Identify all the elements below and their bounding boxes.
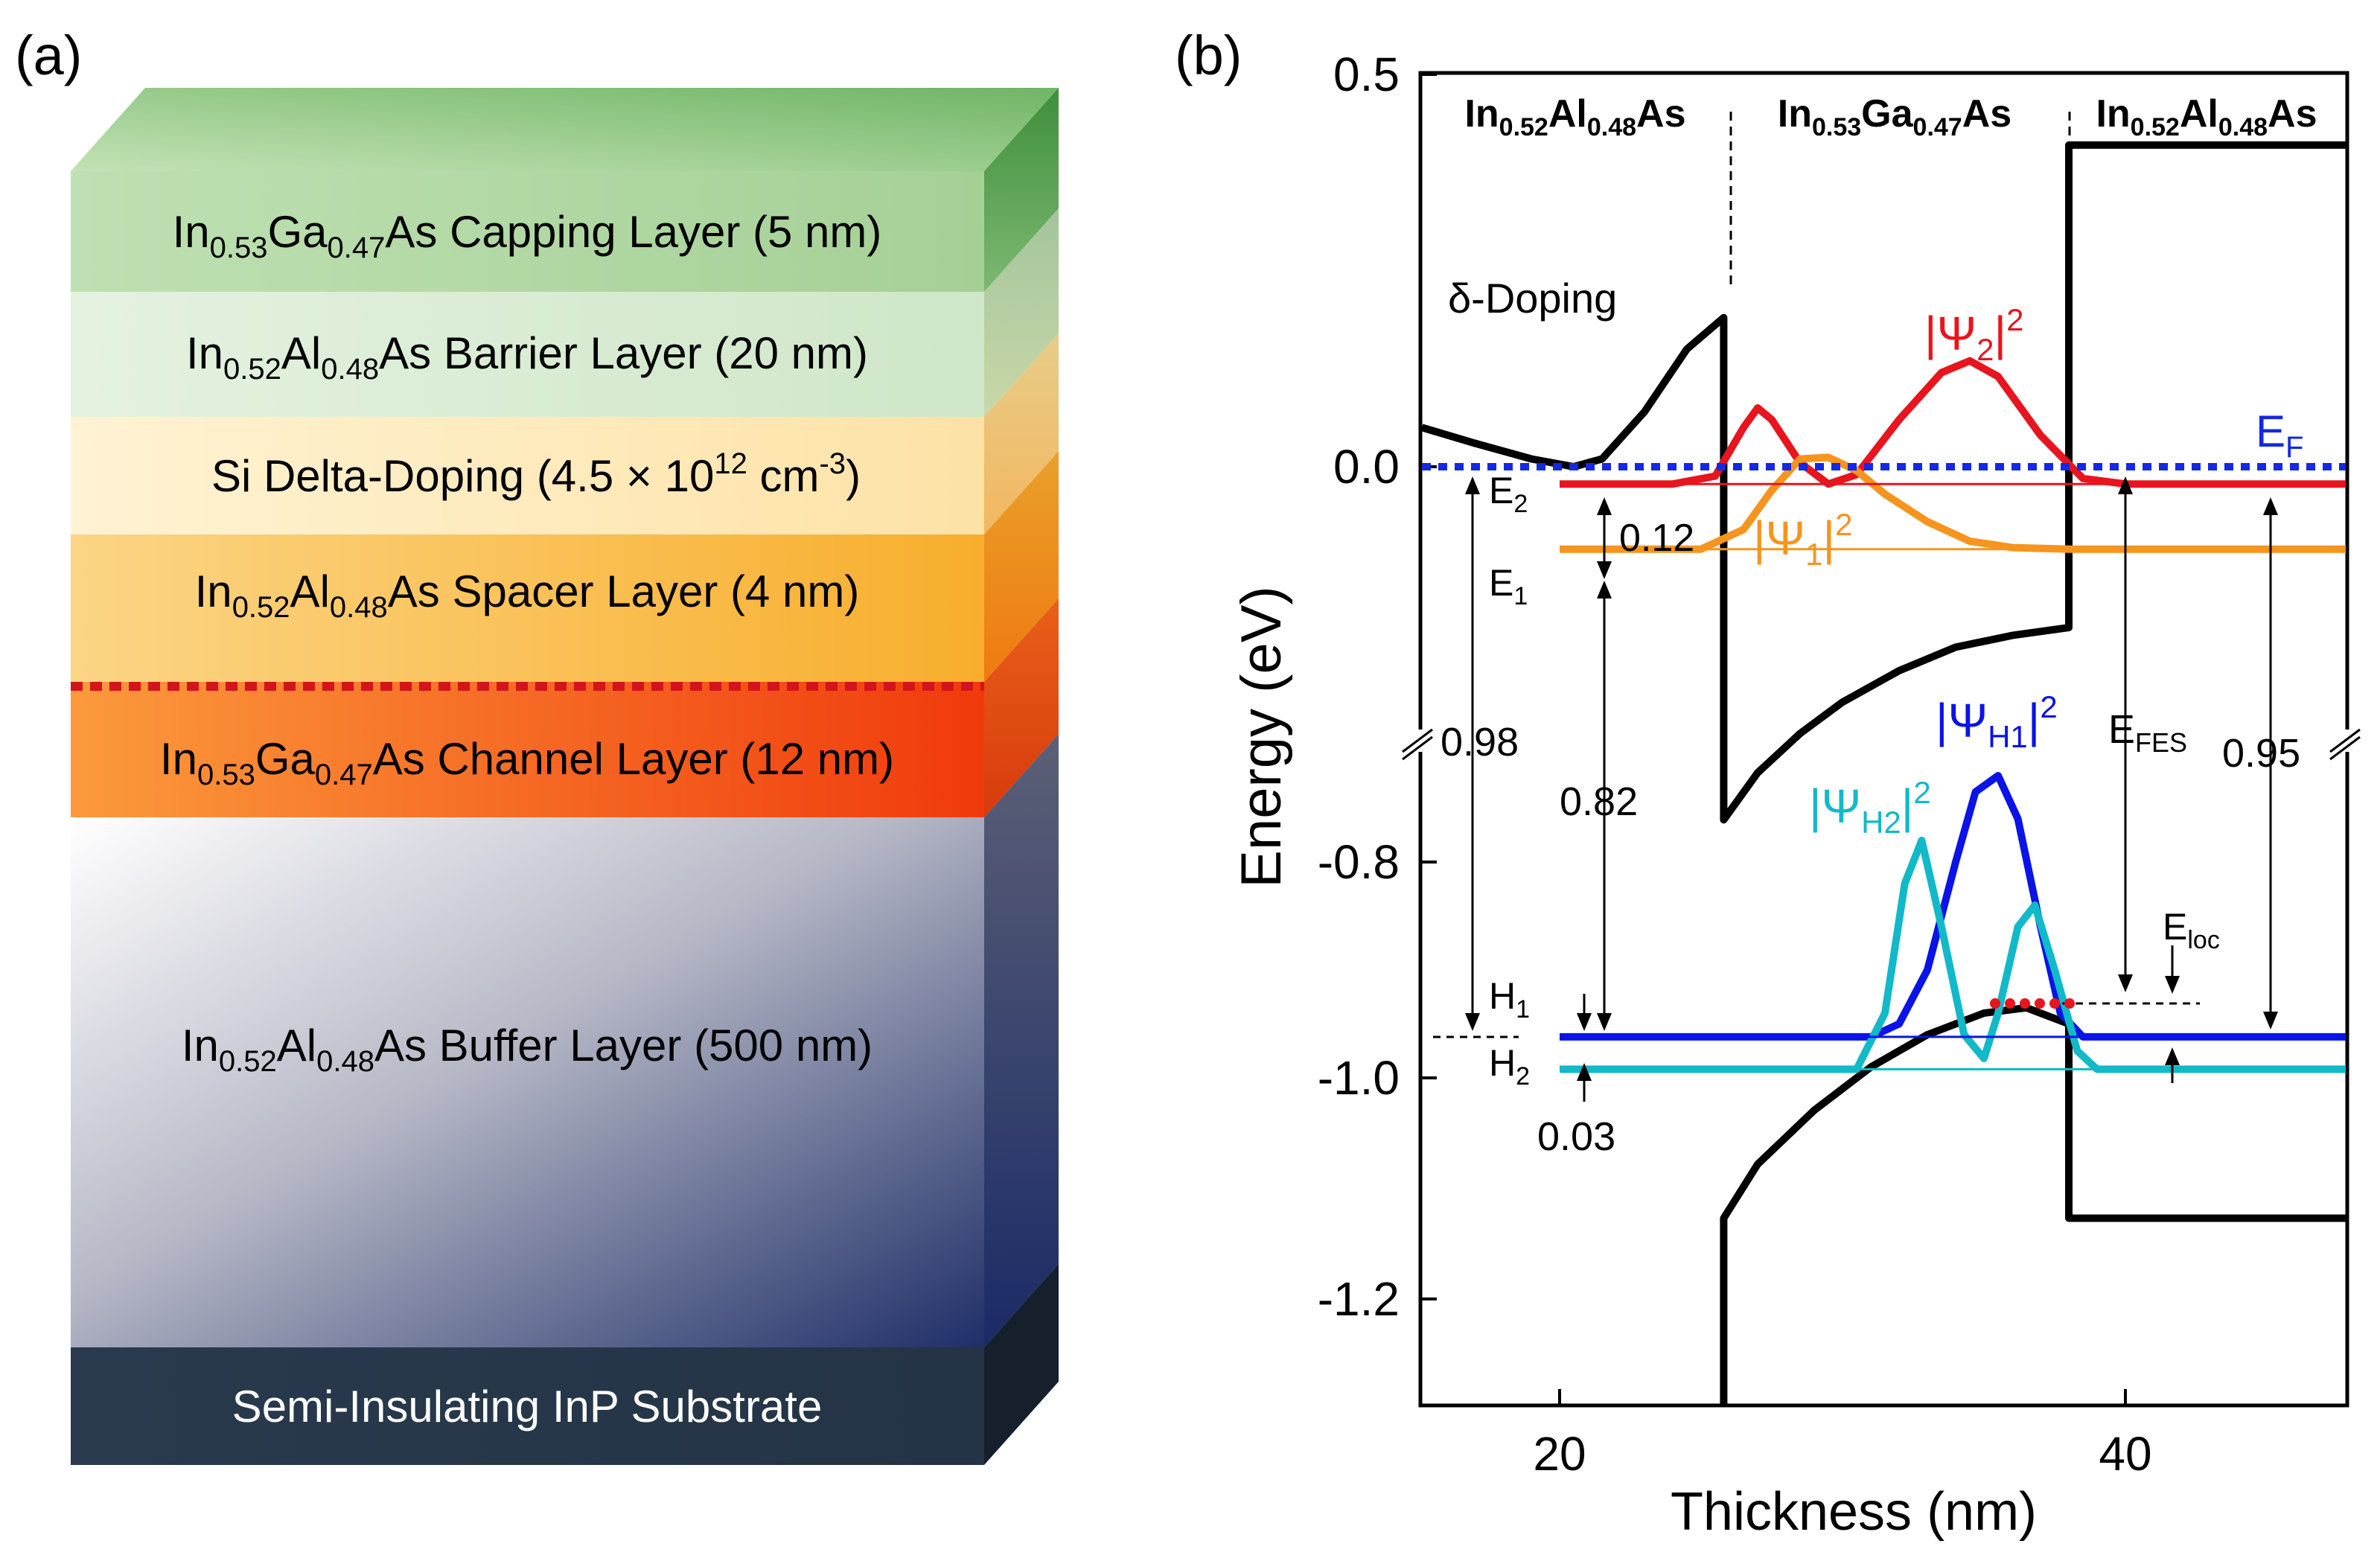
delta-doping-label: δ-Doping xyxy=(1448,275,1617,322)
value-095: 0.95 xyxy=(2222,731,2300,776)
e2-label: E2 xyxy=(1489,470,1528,518)
x-tick-label: 40 xyxy=(2099,1427,2151,1481)
axis-break-mark xyxy=(1402,735,1433,761)
arrow-head xyxy=(1577,1013,1592,1031)
eloc-dot xyxy=(2005,998,2015,1009)
eloc-dot xyxy=(2064,998,2075,1009)
y-ticks: 0.5 0.0 -0.8 -1.0 -1.2 xyxy=(1318,48,1437,1326)
side-capping xyxy=(984,88,1059,292)
h1-label: H1 xyxy=(1489,975,1530,1024)
plot-frame xyxy=(1418,71,2349,1408)
arrow-head xyxy=(2118,476,2133,494)
stack-top-face xyxy=(71,88,1059,171)
value-098: 0.98 xyxy=(1441,720,1519,764)
region-label-middle: In0.53Ga0.47As xyxy=(1778,92,2011,141)
layer-delta-doping xyxy=(71,417,984,534)
arrow-head xyxy=(2263,497,2278,515)
eloc-dot xyxy=(1990,998,2000,1009)
layer-substrate xyxy=(71,1347,984,1465)
axis-break-marks xyxy=(1402,728,2361,761)
eloc-dot xyxy=(2049,998,2060,1009)
h2-label: H2 xyxy=(1489,1042,1530,1091)
eloc-dot xyxy=(2020,998,2030,1009)
psi2-label: |Ψ2|2 xyxy=(1924,302,2023,367)
layer-barrier xyxy=(71,292,984,417)
label-spacer: In0.52Al0.48As Spacer Layer (4 nm) xyxy=(195,566,860,624)
x-ticks: 20 40 xyxy=(1533,1389,2152,1481)
side-buffer xyxy=(984,734,1059,1347)
value-082: 0.82 xyxy=(1560,779,1638,824)
arrow-head xyxy=(1577,1063,1592,1081)
side-spacer xyxy=(984,451,1059,682)
e1-label: E1 xyxy=(1489,562,1528,610)
axis-break-mark xyxy=(2329,735,2361,761)
side-substrate xyxy=(984,1264,1059,1465)
layer-capping xyxy=(71,171,984,292)
label-capping: In0.53Ga0.47As Capping Layer (5 nm) xyxy=(173,207,882,264)
arrow-head xyxy=(2263,1012,2278,1030)
psih1-label: |ΨH1|2 xyxy=(1936,689,2058,754)
label-channel: In0.53Ga0.47As Channel Layer (12 nm) xyxy=(160,734,894,791)
axis-break-mark xyxy=(2329,728,2361,753)
layer-spacer xyxy=(71,534,984,682)
efes-label: EFES xyxy=(2108,707,2187,758)
arrow-head xyxy=(1597,1013,1612,1031)
region-label-right: In0.52Al0.48As xyxy=(2096,92,2317,141)
eloc-label: Eloc xyxy=(2163,906,2220,954)
eloc-dots xyxy=(1990,998,2075,1009)
value-012: 0.12 xyxy=(1619,517,1694,560)
arrow-head xyxy=(2118,974,2133,992)
arrow-head xyxy=(1597,581,1612,598)
layer-buffer xyxy=(71,817,984,1347)
label-delta-doping: Si Delta-Doping (4.5 × 1012 cm-3) xyxy=(211,447,861,501)
arrow-head xyxy=(1465,1013,1480,1031)
y-tick-label: -1.0 xyxy=(1318,1051,1400,1105)
panel-a: (a) In0.53Ga0.47As Capping Layer (5 nm) … xyxy=(15,25,1059,1465)
x-tick-label: 20 xyxy=(1533,1427,1586,1481)
label-buffer: In0.52Al0.48As Buffer Layer (500 nm) xyxy=(182,1021,872,1078)
side-channel xyxy=(984,598,1059,817)
eloc-dot xyxy=(2035,998,2045,1009)
layer-channel xyxy=(71,682,984,817)
panel-b: (b) In0.52Al0.48As In0.53Ga0.47As In0.52… xyxy=(1175,25,2361,1542)
y-tick-label: -0.8 xyxy=(1318,835,1400,889)
y-tick-label: 0.5 xyxy=(1333,48,1400,101)
series-layer xyxy=(1420,141,2346,1404)
panel-b-label: (b) xyxy=(1175,25,1242,86)
series-line--h2-2 xyxy=(1560,837,2346,1073)
label-barrier: In0.52Al0.48As Barrier Layer (20 nm) xyxy=(186,328,868,386)
axis-break-mark xyxy=(1402,728,1433,753)
arrow-head xyxy=(1597,497,1612,515)
label-substrate: Semi-Insulating InP Substrate xyxy=(232,1382,823,1431)
value-003: 0.03 xyxy=(1537,1114,1615,1159)
x-axis-label: Thickness (nm) xyxy=(1671,1482,2037,1542)
y-axis-label: Energy (eV) xyxy=(1230,586,1293,888)
y-tick-label: 0.0 xyxy=(1333,440,1400,494)
arrow-head xyxy=(1465,476,1480,494)
ef-label: EF xyxy=(2256,406,2303,464)
series-line-valence-band xyxy=(1720,1003,2346,1404)
psih2-label: |ΨH2|2 xyxy=(1809,775,1931,840)
arrows xyxy=(1465,476,2278,1102)
side-barrier xyxy=(984,208,1059,417)
region-label-left: In0.52Al0.48As xyxy=(1464,92,1685,141)
arrow-head xyxy=(2165,976,2180,994)
y-tick-label: -1.2 xyxy=(1318,1272,1400,1326)
series-line-conduction-band xyxy=(1420,141,2346,824)
arrow-head xyxy=(2165,1047,2180,1065)
panel-a-label: (a) xyxy=(15,25,82,86)
arrow-head xyxy=(1597,561,1612,579)
psi1-label: |Ψ1|2 xyxy=(1753,507,1852,572)
side-delta-doping xyxy=(984,333,1059,534)
